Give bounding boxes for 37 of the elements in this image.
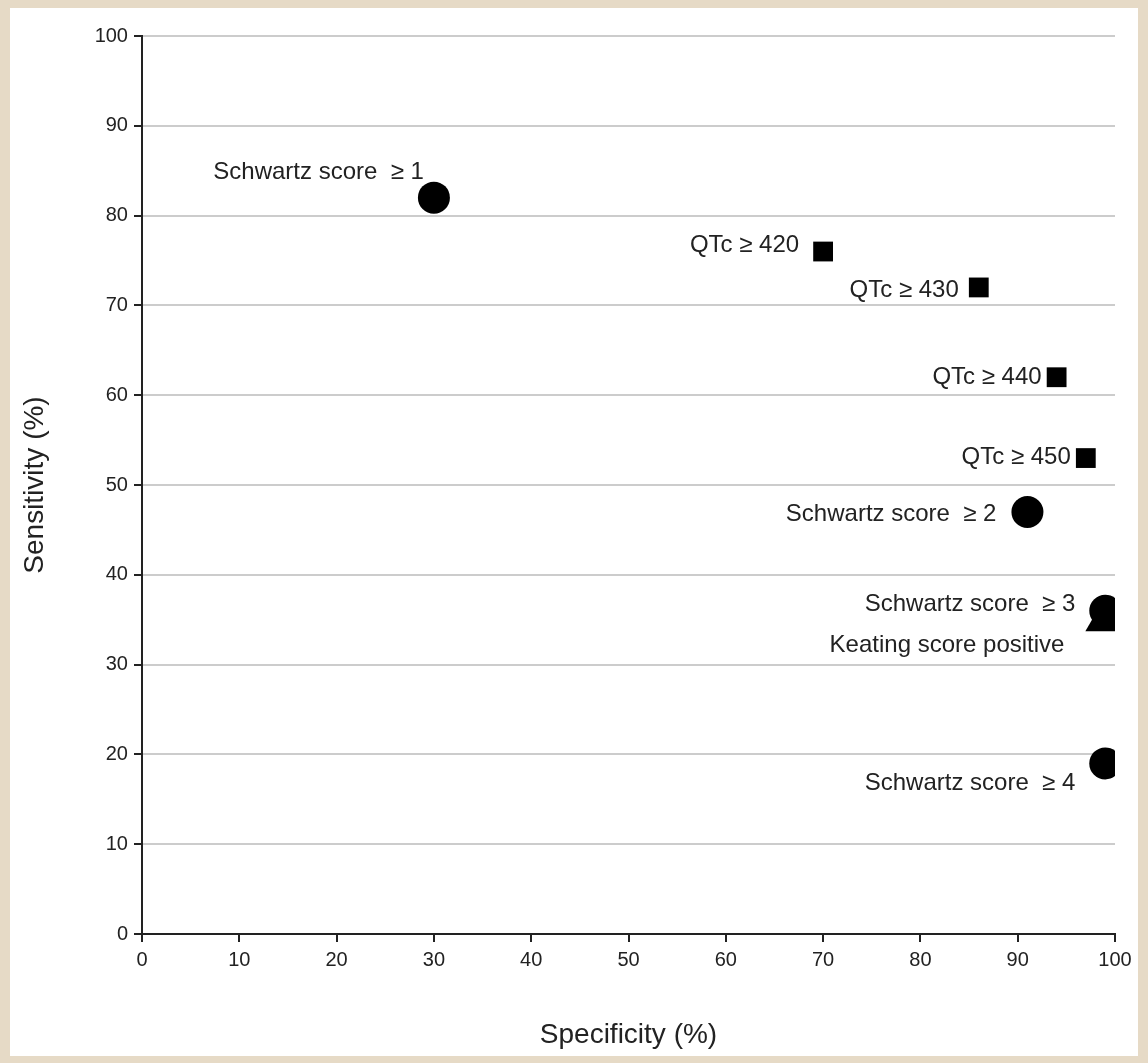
y-tick-label: 10 [105, 831, 128, 854]
x-tick-label: 60 [714, 947, 737, 970]
y-axis-title: Sensitivity (%) [17, 396, 49, 574]
x-tick-label: 50 [617, 947, 640, 970]
x-tick-label: 100 [1098, 947, 1132, 970]
x-axis-title: Specificity (%) [539, 1017, 718, 1049]
annotation: Schwartz score ≥ 3 [864, 589, 1076, 617]
point [1075, 448, 1096, 468]
y-tick-label: 40 [105, 562, 128, 585]
y-tick-label: 60 [105, 382, 128, 405]
y-tick-label: 90 [105, 113, 128, 136]
point [1046, 367, 1067, 388]
y-tick-label: 80 [105, 203, 128, 226]
x-tick-label: 20 [325, 947, 348, 970]
y-tick-label: 100 [94, 23, 128, 46]
point [813, 241, 833, 262]
x-tick-label: 10 [228, 947, 251, 970]
annotation: QTc ≥ 440 [932, 361, 1042, 389]
x-tick-label: 90 [1006, 947, 1029, 970]
y-tick-label: 0 [116, 921, 128, 944]
x-tick-label: 0 [136, 947, 148, 970]
annotation: Schwartz score ≥ 2 [785, 498, 997, 526]
y-tick-label: 20 [105, 741, 128, 764]
annotation: QTc ≥ 430 [849, 275, 959, 303]
y-tick-label: 70 [105, 292, 128, 315]
annotation: Keating score positive [829, 630, 1065, 658]
x-tick-label: 40 [520, 947, 543, 970]
annotation: QTc ≥ 450 [961, 441, 1071, 469]
x-tick-label: 30 [422, 947, 446, 970]
y-tick-label: 50 [105, 472, 128, 495]
annotation: QTc ≥ 420 [689, 230, 800, 258]
point [968, 277, 989, 298]
annotation: Schwartz score ≥ 4 [864, 768, 1076, 796]
x-tick-label: 80 [909, 947, 932, 970]
y-tick-label: 30 [105, 652, 128, 675]
x-tick-label: 70 [811, 947, 835, 970]
annotation: Schwartz score ≥ 1 [213, 157, 424, 185]
